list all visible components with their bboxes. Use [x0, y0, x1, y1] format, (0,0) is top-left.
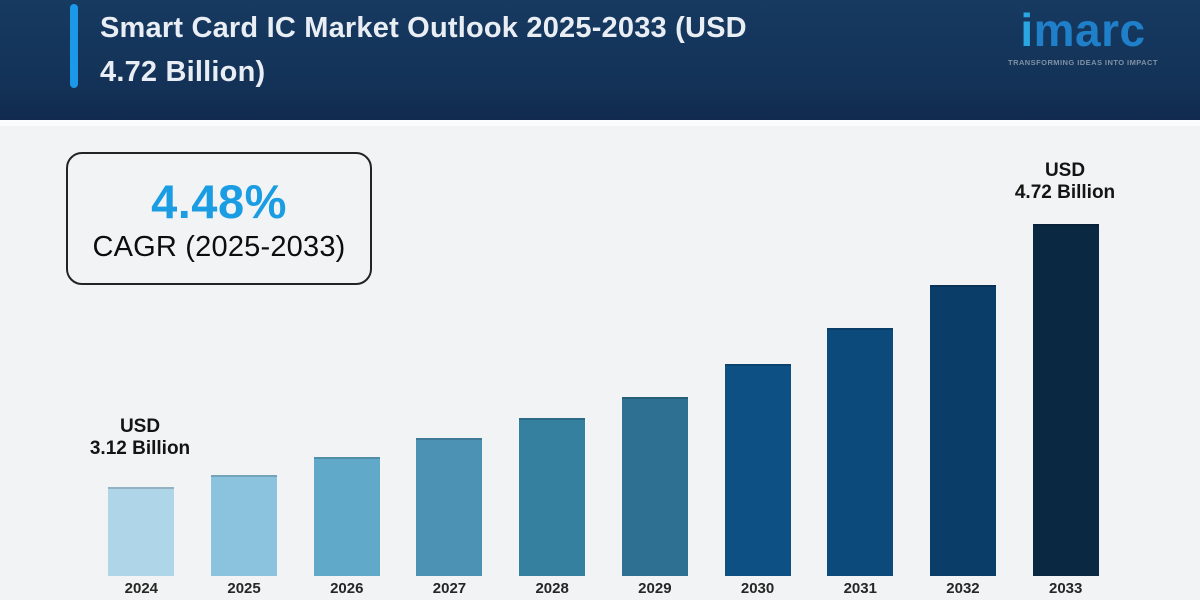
logo-letters-marc: marc	[1033, 4, 1146, 56]
cagr-value: 4.48%	[151, 174, 287, 228]
bar-column-2031: 2031	[809, 224, 912, 598]
imarc-logo: imarc TRANSFORMING IDEAS INTO IMPACT	[1008, 2, 1158, 67]
bar-2029	[621, 397, 688, 576]
bar-column-2027: 2027	[398, 224, 501, 598]
cagr-badge: 4.48% CAGR (2025-2033)	[66, 152, 372, 285]
bar-2028	[519, 418, 586, 576]
bar-column-2024: 2024	[90, 224, 193, 598]
bar-2033	[1032, 224, 1099, 576]
x-axis-label-2029: 2029	[638, 580, 672, 597]
bar-column-2030: 2030	[706, 224, 809, 598]
page-title: Smart Card IC Market Outlook 2025-2033 (…	[100, 6, 940, 94]
bar-2031	[827, 328, 894, 576]
bar-chart: 2024 2025 2026 2027 2028 2029 2030 2031 2032 2033	[90, 224, 1117, 598]
value-callout-2024-currency: USD	[119, 416, 161, 437]
x-axis-label-2030: 2030	[740, 580, 775, 597]
x-axis-label-2027: 2027	[432, 580, 467, 597]
bar-column-2026: 2026	[295, 224, 398, 598]
cagr-label: CAGR (2025-2033)	[92, 230, 346, 263]
header-divider	[0, 120, 1200, 126]
bar-column-2025: 2025	[193, 224, 296, 598]
value-callout-2024: USD 3.12 Billion	[90, 416, 190, 460]
page-title-line2: 4.72 Billion)	[100, 56, 266, 88]
bar-column-2029: 2029	[604, 224, 707, 598]
x-axis-label-2025: 2025	[227, 580, 261, 597]
x-axis-label-2028: 2028	[535, 580, 569, 597]
page-title-line1: Smart Card IC Market Outlook 2025-2033 (…	[100, 12, 747, 44]
imarc-logo-tagline: TRANSFORMING IDEAS INTO IMPACT	[1008, 58, 1158, 67]
value-callout-2033-amount: 4.72 Billion	[1014, 182, 1116, 203]
bar-2025	[211, 475, 278, 576]
x-axis-label-2026: 2026	[330, 580, 364, 597]
x-axis-label-2032: 2032	[946, 580, 980, 597]
bar-column-2028: 2028	[501, 224, 604, 598]
title-accent-bar	[70, 4, 78, 88]
value-callout-2024-amount: 3.12 Billion	[89, 438, 191, 459]
x-axis-label-2024: 2024	[124, 580, 159, 597]
logo-letter-i: i	[1020, 4, 1034, 56]
bar-2024	[108, 487, 175, 576]
imarc-logo-wordmark: imarc	[1008, 2, 1158, 58]
value-callout-2033-currency: USD	[1044, 160, 1086, 181]
value-callout-2033: USD 4.72 Billion	[1015, 160, 1115, 204]
bar-column-2033: 2033	[1014, 224, 1117, 598]
x-axis-label-2031: 2031	[843, 580, 877, 597]
x-axis-label-2033: 2033	[1048, 580, 1083, 597]
bar-2032	[929, 285, 996, 576]
header: Smart Card IC Market Outlook 2025-2033 (…	[0, 0, 1200, 120]
bar-2026	[313, 457, 380, 576]
bar-2027	[416, 438, 483, 576]
bar-2030	[724, 364, 791, 576]
bar-column-2032: 2032	[912, 224, 1015, 598]
